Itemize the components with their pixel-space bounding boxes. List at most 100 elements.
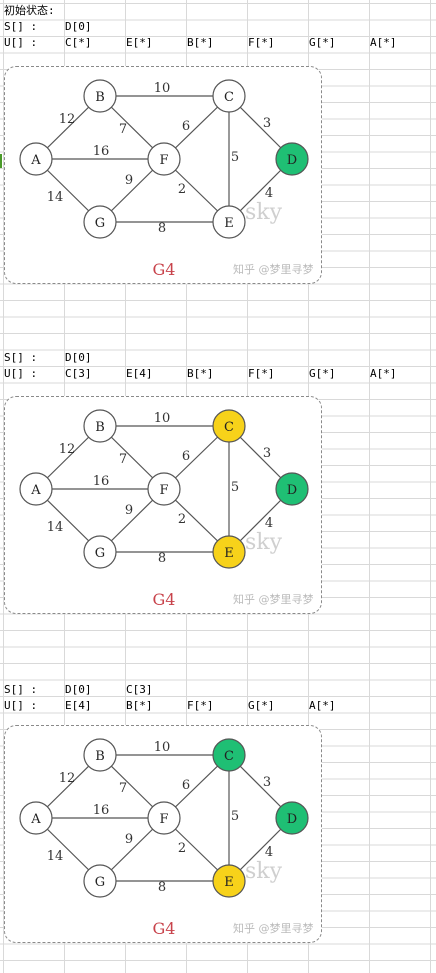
- graph-node-d: D: [275, 801, 309, 835]
- node-label: D: [287, 153, 297, 168]
- node-label: E: [224, 546, 234, 561]
- s-label: S[] :: [4, 351, 38, 364]
- edge-weight-label: 9: [125, 503, 133, 518]
- node-circle: [83, 79, 117, 113]
- node-circle: [212, 535, 246, 569]
- u-item: E[4]: [126, 367, 153, 380]
- node-circle: [147, 472, 181, 506]
- node-label: E: [224, 216, 234, 231]
- edge-weight-label: 16: [93, 803, 110, 818]
- edge-weight-label: 10: [154, 411, 171, 426]
- watermark-sky: sky: [245, 530, 283, 555]
- node-circle: [147, 142, 181, 176]
- node-label: G: [95, 875, 105, 890]
- graph-node-g: G: [83, 535, 117, 569]
- edge-weight-label: 4: [265, 516, 273, 531]
- edge-weight-label: 2: [178, 841, 186, 856]
- watermark-sky: sky: [245, 859, 283, 884]
- node-circle: [147, 801, 181, 835]
- edge-weight-label: 8: [158, 551, 166, 566]
- edge-weight-label: 2: [178, 512, 186, 527]
- graph-node-a: A: [19, 801, 53, 835]
- edge-weight-label: 6: [182, 119, 190, 134]
- graph-node-c: C: [212, 79, 246, 113]
- graph-node-f: F: [147, 801, 181, 835]
- u-item: F[*]: [248, 36, 275, 49]
- s-item: D[0]: [65, 351, 92, 364]
- graph-node-g: G: [83, 205, 117, 239]
- u-item: F[*]: [187, 699, 214, 712]
- edge-weight-label: 14: [47, 190, 64, 205]
- edge-weight-label: 2: [178, 182, 186, 197]
- node-label: F: [159, 812, 168, 827]
- edge-weight-label: 16: [93, 144, 110, 159]
- graph-node-c: C: [212, 409, 246, 443]
- node-label: F: [159, 483, 168, 498]
- s-item: C[3]: [126, 683, 153, 696]
- s-label: S[] :: [4, 683, 38, 696]
- graph-node-b: B: [83, 409, 117, 443]
- node-label: D: [287, 483, 297, 498]
- node-circle: [212, 409, 246, 443]
- edge-weight-label: 9: [125, 832, 133, 847]
- graph-node-e: E: [212, 535, 246, 569]
- edge-weight-label: 3: [263, 116, 271, 131]
- graph-node-b: B: [83, 79, 117, 113]
- graph-node-e: E: [212, 205, 246, 239]
- graph-node-f: F: [147, 472, 181, 506]
- node-circle: [19, 472, 53, 506]
- u-item: B[*]: [126, 699, 153, 712]
- watermark-zhihu: 知乎 @梦里寻梦: [233, 592, 314, 606]
- s-item: D[0]: [65, 20, 92, 33]
- u-item: A[*]: [370, 367, 397, 380]
- u-item: C[3]: [65, 367, 92, 380]
- edge-weight-label: 4: [265, 845, 273, 860]
- edge-weight-label: 14: [47, 520, 64, 535]
- s-item: D[0]: [65, 683, 92, 696]
- node-label: G: [95, 216, 105, 231]
- edge-weight-label: 5: [231, 480, 239, 495]
- u-item: G[*]: [248, 699, 275, 712]
- watermark-zhihu: 知乎 @梦里寻梦: [233, 921, 314, 935]
- node-label: C: [224, 420, 234, 435]
- graph-node-b: B: [83, 738, 117, 772]
- graph-node-c: C: [212, 738, 246, 772]
- edge-weight-label: 12: [59, 112, 76, 127]
- edge-weight-label: 7: [119, 122, 127, 137]
- node-circle: [83, 738, 117, 772]
- graph-svg: 12 16 14 10 7 6 3 5 9 2 4 8 A B C D E F G sky G4 知乎 @梦里寻梦: [19, 738, 314, 938]
- edge-weight-label: 16: [93, 474, 110, 489]
- node-circle: [19, 801, 53, 835]
- edge-weight-label: 7: [119, 452, 127, 467]
- page-title: 初始状态:: [4, 4, 55, 17]
- node-circle: [212, 738, 246, 772]
- u-label: U[] :: [4, 36, 38, 49]
- graph-node-a: A: [19, 472, 53, 506]
- graph-svg: 12 16 14 10 7 6 3 5 9 2 4 8 A B C D E F G sky G4 知乎 @梦里寻梦: [19, 409, 314, 609]
- edge-weight-label: 12: [59, 442, 76, 457]
- graph-title: G4: [153, 590, 176, 609]
- watermark-sky: sky: [245, 200, 283, 225]
- graph-node-d: D: [275, 472, 309, 506]
- graph-svg: 12 16 14 10 7 6 3 5 9 2 4 8 A B C D E F G sky G4 知乎 @梦里寻梦: [19, 79, 314, 279]
- edge-weight-label: 4: [265, 186, 273, 201]
- edge-weight-label: 10: [154, 81, 171, 96]
- node-label: B: [95, 749, 105, 764]
- u-item: G[*]: [309, 36, 336, 49]
- u-item: B[*]: [187, 367, 214, 380]
- u-item: G[*]: [309, 367, 336, 380]
- u-item: E[*]: [126, 36, 153, 49]
- node-label: A: [30, 483, 41, 498]
- node-circle: [212, 79, 246, 113]
- watermark-zhihu: 知乎 @梦里寻梦: [233, 262, 314, 276]
- edge-weight-label: 5: [231, 150, 239, 165]
- node-label: B: [95, 90, 105, 105]
- node-circle: [19, 142, 53, 176]
- edge-weight-label: 8: [158, 880, 166, 895]
- u-item: E[4]: [65, 699, 92, 712]
- node-label: F: [159, 153, 168, 168]
- edge-weight-label: 5: [231, 809, 239, 824]
- u-label: U[] :: [4, 367, 38, 380]
